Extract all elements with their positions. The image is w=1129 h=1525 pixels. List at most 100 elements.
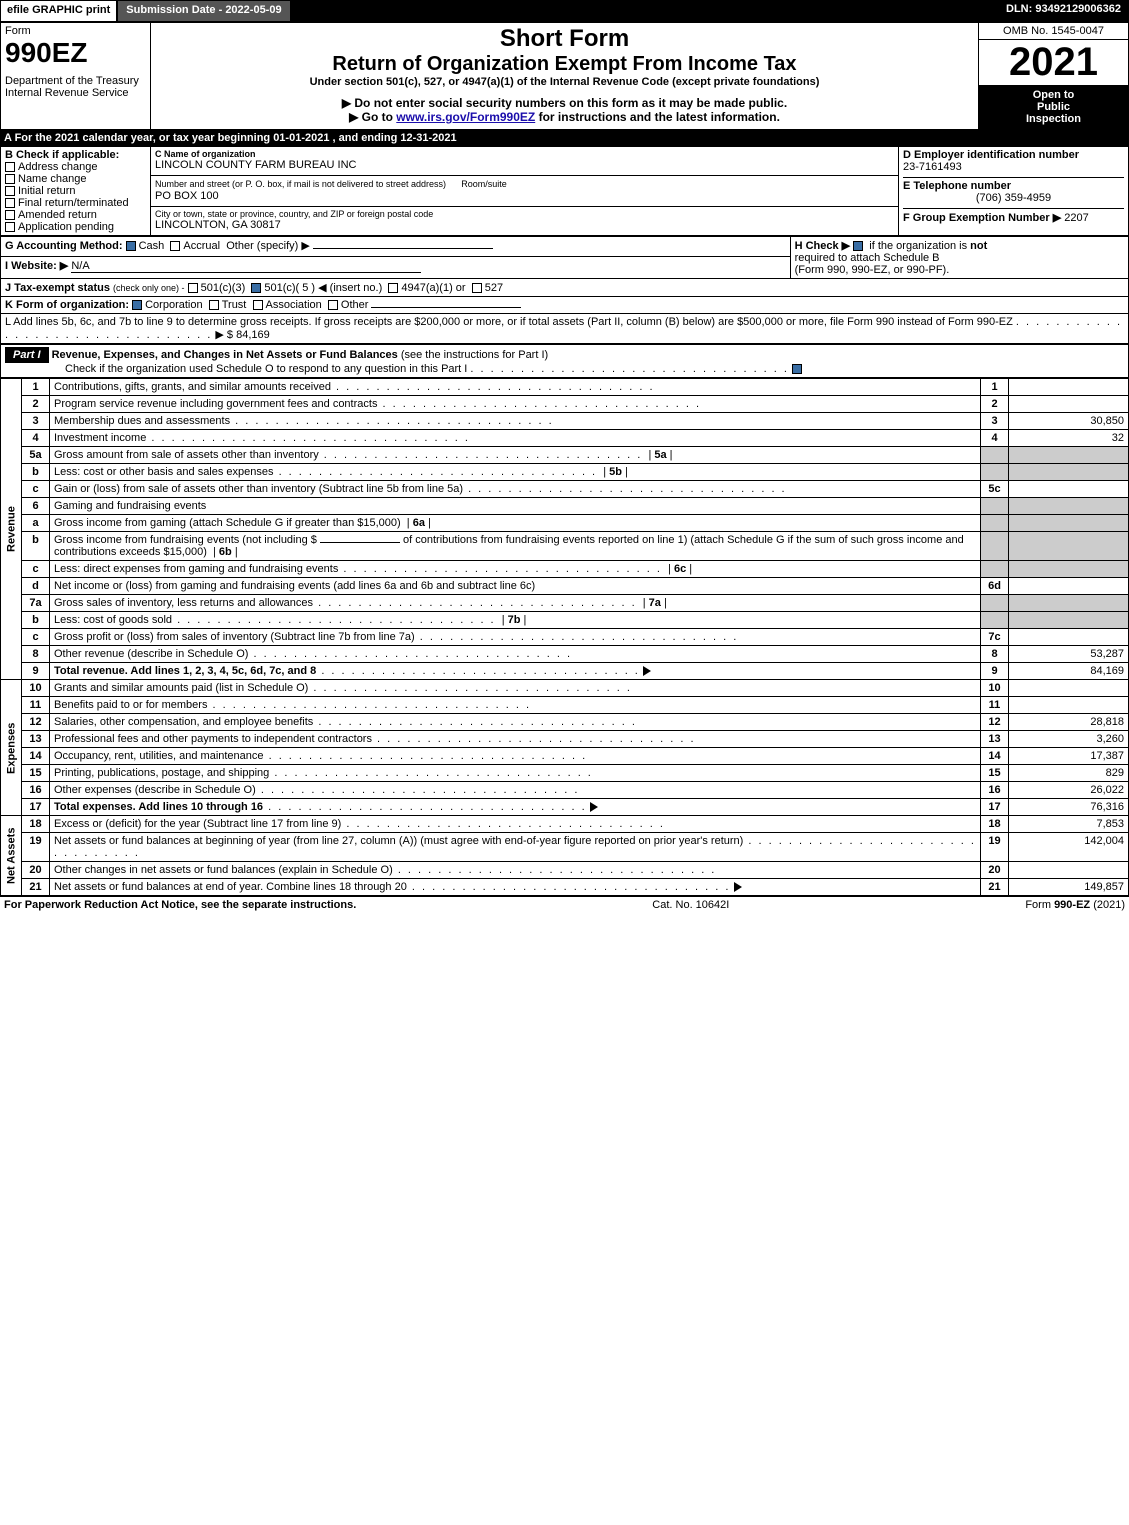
group-exemption-value: 2207 [1064, 212, 1088, 224]
l13-desc: Professional fees and other payments to … [50, 731, 981, 748]
efile-print-label[interactable]: efile GRAPHIC print [0, 0, 117, 22]
l5b-desc: Less: cost or other basis and sales expe… [50, 464, 981, 481]
row-j: J Tax-exempt status (check only one) - 5… [1, 279, 1129, 297]
chk-accrual[interactable] [170, 241, 180, 251]
row-h-not: not [970, 240, 987, 252]
row-g-label: G Accounting Method: [5, 240, 123, 252]
chk-final-return[interactable]: Final return/terminated [5, 197, 146, 209]
block-c-name: C Name of organization LINCOLN COUNTY FA… [151, 147, 899, 176]
l4-ref: 4 [981, 430, 1009, 447]
l8-desc: Other revenue (describe in Schedule O) [50, 646, 981, 663]
other-specify-input[interactable] [313, 248, 493, 249]
l6b-blank[interactable] [320, 542, 400, 543]
chk-application-pending[interactable]: Application pending [5, 221, 146, 233]
l6a-mid: 6a [413, 517, 425, 529]
block-f: F Group Exemption Number ▶ 2207 [903, 208, 1124, 224]
l10-amt [1009, 680, 1129, 697]
other-org-input[interactable] [371, 307, 521, 308]
l18-num: 18 [22, 816, 50, 833]
l14-ref: 14 [981, 748, 1009, 765]
chk-schedule-o-used[interactable] [792, 364, 802, 374]
chk-501c3[interactable] [188, 283, 198, 293]
l10-desc: Grants and similar amounts paid (list in… [50, 680, 981, 697]
l13-amt: 3,260 [1009, 731, 1129, 748]
chk-initial-return[interactable]: Initial return [5, 185, 146, 197]
l5c-amt [1009, 481, 1129, 498]
row-j-sub: (check only one) - [113, 283, 185, 293]
tax-year: 2021 [979, 40, 1128, 85]
l21-num: 21 [22, 879, 50, 896]
phone-value: (706) 359-4959 [903, 192, 1124, 204]
room-label: Room/suite [461, 179, 507, 189]
l9-ref: 9 [981, 663, 1009, 680]
l19-desc: Net assets or fund balances at beginning… [50, 833, 981, 862]
chk-corporation[interactable] [132, 300, 142, 310]
l8-num: 8 [22, 646, 50, 663]
l2-desc: Program service revenue including govern… [50, 396, 981, 413]
part-i-lines: Revenue 1 Contributions, gifts, grants, … [0, 378, 1129, 896]
ein-value: 23-7161493 [903, 161, 1124, 173]
chk-initial-return-label: Initial return [18, 185, 75, 197]
l21-desc: Net assets or fund balances at end of ye… [50, 879, 981, 896]
l14-amt: 17,387 [1009, 748, 1129, 765]
under-section: Under section 501(c), 527, or 4947(a)(1)… [155, 76, 974, 88]
row-h-label: H Check ▶ [795, 240, 851, 252]
l15-ref: 15 [981, 765, 1009, 782]
chk-name-change[interactable]: Name change [5, 173, 146, 185]
chk-527[interactable] [472, 283, 482, 293]
chk-trust[interactable] [209, 300, 219, 310]
chk-other-org-label: Other [341, 299, 369, 311]
footer-mid: Cat. No. 10642I [652, 899, 729, 911]
chk-501c[interactable] [251, 283, 261, 293]
block-b-title: B Check if applicable: [5, 149, 146, 161]
chk-amended-return[interactable]: Amended return [5, 209, 146, 221]
l20-amt [1009, 862, 1129, 879]
chk-other-org[interactable] [328, 300, 338, 310]
l7b-mid: 7b [508, 614, 521, 626]
l5a-mid: 5a [654, 449, 666, 461]
l1-num: 1 [22, 379, 50, 396]
l2-ref: 2 [981, 396, 1009, 413]
chk-schedule-b-not-required[interactable] [853, 241, 863, 251]
l7b-num: b [22, 612, 50, 629]
l16-desc: Other expenses (describe in Schedule O) [50, 782, 981, 799]
org-name: LINCOLN COUNTY FARM BUREAU INC [155, 159, 894, 171]
goto-link[interactable]: www.irs.gov/Form990EZ [396, 110, 535, 124]
l7a-ref [981, 595, 1009, 612]
l9-desc: Total revenue. Add lines 1, 2, 3, 4, 5c,… [50, 663, 981, 680]
l4-amt: 32 [1009, 430, 1129, 447]
l13-ref: 13 [981, 731, 1009, 748]
row-k: K Form of organization: Corporation Trus… [1, 297, 1129, 314]
l6b-desc: Gross income from fundraising events (no… [50, 532, 981, 561]
return-title: Return of Organization Exempt From Incom… [155, 53, 974, 76]
block-d-e-f: D Employer identification number 23-7161… [899, 147, 1129, 236]
l6c-ref [981, 561, 1009, 578]
row-l-arrow: ▶ $ [215, 329, 233, 341]
l5c-ref: 5c [981, 481, 1009, 498]
chk-4947[interactable] [388, 283, 398, 293]
l7b-ref [981, 612, 1009, 629]
section-a-bar: A For the 2021 calendar year, or tax yea… [0, 130, 1129, 146]
l17-amt: 76,316 [1009, 799, 1129, 816]
l1-ref: 1 [981, 379, 1009, 396]
row-h-text2: required to attach Schedule B [795, 252, 1124, 264]
l5c-num: c [22, 481, 50, 498]
part-i-label: Part I [5, 347, 49, 363]
l5a-desc: Gross amount from sale of assets other t… [50, 447, 981, 464]
row-i: I Website: ▶ N/A [1, 257, 791, 279]
submission-date: Submission Date - 2022-05-09 [117, 0, 290, 22]
l7a-mid: 7a [649, 597, 661, 609]
l13-num: 13 [22, 731, 50, 748]
l5b-num: b [22, 464, 50, 481]
chk-address-change[interactable]: Address change [5, 161, 146, 173]
l12-ref: 12 [981, 714, 1009, 731]
l7c-desc: Gross profit or (loss) from sales of inv… [50, 629, 981, 646]
header-block: Form 990EZ Department of the Treasury In… [0, 22, 1129, 130]
l16-num: 16 [22, 782, 50, 799]
l15-desc: Printing, publications, postage, and shi… [50, 765, 981, 782]
topbar-spacer [291, 0, 998, 22]
l6b-ref [981, 532, 1009, 561]
chk-association[interactable] [253, 300, 263, 310]
block-c-city: City or town, state or province, country… [151, 207, 899, 236]
chk-cash[interactable] [126, 241, 136, 251]
